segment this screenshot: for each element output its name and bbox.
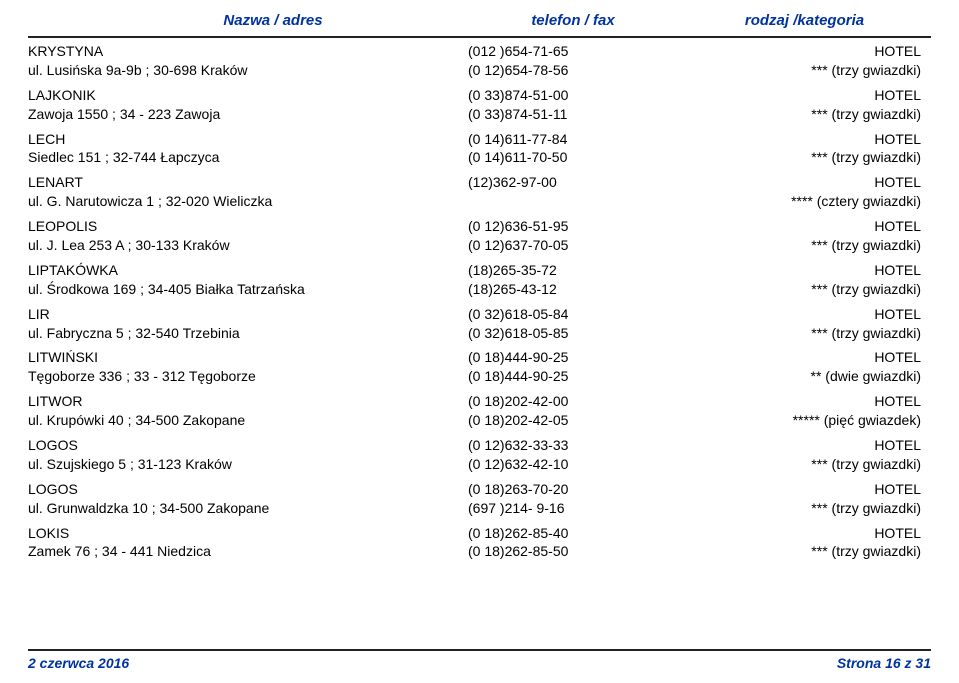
entry-address: Zawoja 1550 ; 34 - 223 Zawoja (28, 105, 468, 124)
entry-phone2: (0 18)444-90-25 (468, 367, 678, 386)
entry-stars: *** (trzy gwiazdki) (678, 499, 931, 518)
entry-phone2: (0 14)611-70-50 (468, 148, 678, 167)
entry-address: ul. Lusińska 9a-9b ; 30-698 Kraków (28, 61, 468, 80)
entry-address: ul. J. Lea 253 A ; 30-133 Kraków (28, 236, 468, 255)
entry-name: LOGOS (28, 436, 468, 455)
header-col-type: rodzaj /kategoria (678, 12, 931, 29)
entry-name: LOKIS (28, 524, 468, 543)
entry-name: LIR (28, 305, 468, 324)
entry-phone1: (0 18)262-85-40 (468, 524, 678, 543)
header-col-phone: telefon / fax (468, 12, 678, 29)
entry-phone1: (0 12)636-51-95 (468, 217, 678, 236)
entry-stars: *** (trzy gwiazdki) (678, 61, 931, 80)
entry-stars: *** (trzy gwiazdki) (678, 455, 931, 474)
entry-address: Zamek 76 ; 34 - 441 Niedzica (28, 542, 468, 561)
entry-type: HOTEL (678, 130, 931, 149)
entry-phone2: (0 18)202-42-05 (468, 411, 678, 430)
entry: LENART(12)362-97-00HOTEL ul. G. Narutowic… (28, 173, 931, 211)
entry-name: LAJKONIK (28, 86, 468, 105)
entry: LIPTAKÓWKA(18)265-35-72HOTEL ul. Środkowa… (28, 261, 931, 299)
footer-rule (28, 649, 931, 651)
entry-name: KRYSTYNA (28, 42, 468, 61)
entry-address: ul. Grunwaldzka 10 ; 34-500 Zakopane (28, 499, 468, 518)
entry-type: HOTEL (678, 86, 931, 105)
entry-phone2: (0 12)654-78-56 (468, 61, 678, 80)
page-footer: 2 czerwca 2016 Strona 16 z 31 (28, 649, 931, 671)
entry: LIR(0 32)618-05-84HOTEL ul. Fabryczna 5 ;… (28, 305, 931, 343)
entry-stars: *** (trzy gwiazdki) (678, 324, 931, 343)
entry-phone1: (0 32)618-05-84 (468, 305, 678, 324)
entry-address: ul. Krupówki 40 ; 34-500 Zakopane (28, 411, 468, 430)
entry-phone1: (0 33)874-51-00 (468, 86, 678, 105)
entry-type: HOTEL (678, 392, 931, 411)
entry-address: ul. Fabryczna 5 ; 32-540 Trzebinia (28, 324, 468, 343)
entry-phone2: (0 33)874-51-11 (468, 105, 678, 124)
entry-address: ul. Środkowa 169 ; 34-405 Białka Tatrzań… (28, 280, 468, 299)
entry: LOGOS(0 12)632-33-33HOTEL ul. Szujskiego … (28, 436, 931, 474)
entry-address: ul. Szujskiego 5 ; 31-123 Kraków (28, 455, 468, 474)
entry-phone1: (0 12)632-33-33 (468, 436, 678, 455)
entry-name: LIPTAKÓWKA (28, 261, 468, 280)
entry-type: HOTEL (678, 436, 931, 455)
entry-stars: **** (cztery gwiazdki) (678, 192, 931, 211)
entry-stars: *** (trzy gwiazdki) (678, 105, 931, 124)
entry-phone2: (0 18)262-85-50 (468, 542, 678, 561)
entry-stars: *** (trzy gwiazdki) (678, 148, 931, 167)
entry-address: Siedlec 151 ; 32-744 Łapczyca (28, 148, 468, 167)
entry-name: LITWOR (28, 392, 468, 411)
entry-address: ul. G. Narutowicza 1 ; 32-020 Wieliczka (28, 192, 468, 211)
entry: LECH(0 14)611-77-84HOTEL Siedlec 151 ; 32… (28, 130, 931, 168)
entry-name: LEOPOLIS (28, 217, 468, 236)
entry-stars: ** (dwie gwiazdki) (678, 367, 931, 386)
entry-phone1: (12)362-97-00 (468, 173, 678, 192)
entry: LOGOS(0 18)263-70-20HOTEL ul. Grunwaldzka… (28, 480, 931, 518)
header-col-name: Nazwa / adres (28, 12, 468, 29)
entry-phone2: (18)265-43-12 (468, 280, 678, 299)
entries-list: KRYSTYNA(012 )654-71-65HOTELul. Lusińska… (28, 42, 931, 561)
footer-page: Strona 16 z 31 (837, 655, 931, 671)
entry-name: LOGOS (28, 480, 468, 499)
table-header: Nazwa / adres telefon / fax rodzaj /kate… (28, 12, 931, 30)
footer-date: 2 czerwca 2016 (28, 655, 129, 671)
entry-phone2: (0 32)618-05-85 (468, 324, 678, 343)
entry: LOKIS(0 18)262-85-40HOTEL Zamek 76 ; 34 -… (28, 524, 931, 562)
entry-stars: *** (trzy gwiazdki) (678, 542, 931, 561)
entry-type: HOTEL (678, 217, 931, 236)
entry-phone1: (0 18)444-90-25 (468, 348, 678, 367)
entry-name: LECH (28, 130, 468, 149)
entry-type: HOTEL (678, 348, 931, 367)
entry: LITWOR(0 18)202-42-00HOTEL ul. Krupówki 4… (28, 392, 931, 430)
header-rule (28, 36, 931, 38)
entry: LITWIŃSKI(0 18)444-90-25HOTEL Tęgoborze 3… (28, 348, 931, 386)
entry-stars: ***** (pięć gwiazdek) (678, 411, 931, 430)
entry: KRYSTYNA(012 )654-71-65HOTEL ul. Lusińska… (28, 42, 931, 80)
entry-phone1: (0 18)263-70-20 (468, 480, 678, 499)
entry-stars: *** (trzy gwiazdki) (678, 236, 931, 255)
entry: LEOPOLIS(0 12)636-51-95HOTEL ul. J. Lea 2… (28, 217, 931, 255)
entry-type: HOTEL (678, 42, 931, 61)
entry-phone1: (0 14)611-77-84 (468, 130, 678, 149)
entry-phone2: (0 12)632-42-10 (468, 455, 678, 474)
entry-phone1: (012 )654-71-65 (468, 42, 678, 61)
entry-phone2: (0 12)637-70-05 (468, 236, 678, 255)
entry-phone2: (697 )214- 9-16 (468, 499, 678, 518)
entry-stars: *** (trzy gwiazdki) (678, 280, 931, 299)
entry-type: HOTEL (678, 480, 931, 499)
entry: LAJKONIK(0 33)874-51-00HOTEL Zawoja 1550 … (28, 86, 931, 124)
entry-name: LITWIŃSKI (28, 348, 468, 367)
entry-type: HOTEL (678, 261, 931, 280)
entry-phone1: (0 18)202-42-00 (468, 392, 678, 411)
entry-name: LENART (28, 173, 468, 192)
entry-address: Tęgoborze 336 ; 33 - 312 Tęgoborze (28, 367, 468, 386)
entry-type: HOTEL (678, 173, 931, 192)
entry-phone1: (18)265-35-72 (468, 261, 678, 280)
entry-type: HOTEL (678, 305, 931, 324)
entry-type: HOTEL (678, 524, 931, 543)
